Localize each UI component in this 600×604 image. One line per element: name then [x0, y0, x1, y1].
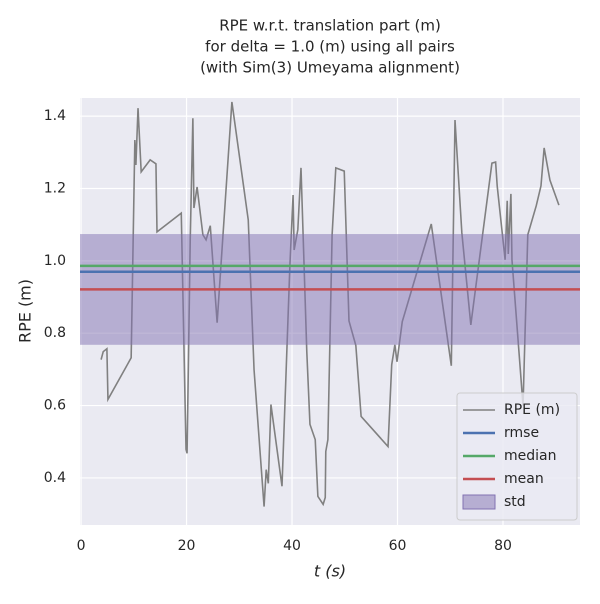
chart-title: (with Sim(3) Umeyama alignment) — [200, 59, 460, 77]
chart-title: RPE w.r.t. translation part (m) — [219, 17, 441, 35]
legend-label: mean — [504, 471, 544, 487]
x-tick-label: 20 — [178, 538, 196, 554]
y-tick-label: 0.6 — [44, 398, 66, 414]
y-tick-label: 1.2 — [44, 180, 66, 196]
x-tick-label: 40 — [283, 538, 301, 554]
x-tick-label: 0 — [77, 538, 86, 554]
legend-label: rmse — [504, 425, 539, 441]
legend-label: std — [504, 494, 526, 510]
y-tick-label: 1.4 — [44, 108, 66, 124]
y-tick-label: 0.4 — [44, 470, 66, 486]
chart-title: for delta = 1.0 (m) using all pairs — [205, 38, 455, 56]
legend-label: median — [504, 448, 556, 464]
y-tick-label: 1.0 — [44, 253, 66, 269]
x-tick-label: 80 — [494, 538, 512, 554]
x-tick-label: 60 — [389, 538, 407, 554]
legend-swatch — [462, 494, 496, 510]
x-axis-label: t (s) — [314, 562, 346, 581]
legend-box — [456, 392, 578, 521]
y-axis-label: RPE (m) — [16, 279, 35, 343]
legend-label: RPE (m) — [504, 402, 560, 418]
y-tick-label: 0.8 — [44, 325, 66, 341]
